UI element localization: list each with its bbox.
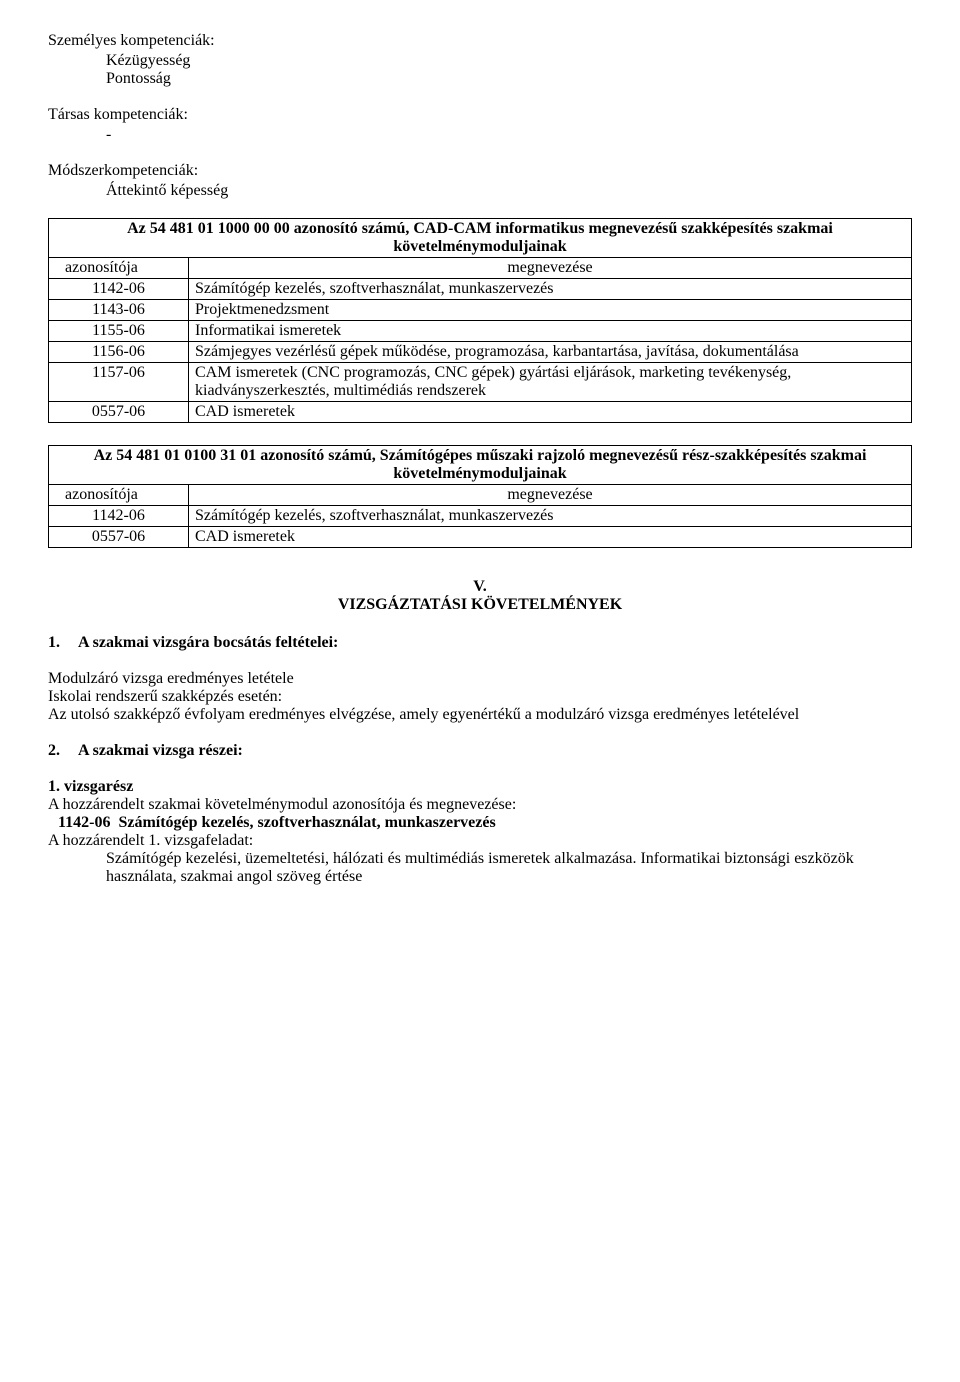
module-desc: Projektmenedzsment [189, 300, 912, 321]
requirement-1-num: 1. [48, 634, 78, 652]
exam-task-desc: Számítógép kezelési, üzemeltetési, hálóz… [48, 850, 912, 886]
table-row: 1156-06 Számjegyes vezérlésű gépek működ… [49, 342, 912, 363]
table-row: 1143-06 Projektmenedzsment [49, 300, 912, 321]
col-header-desc: megnevezése [189, 485, 912, 506]
table-subheader-row: azonosítója megnevezése [49, 485, 912, 506]
table-row: 1155-06 Informatikai ismeretek [49, 321, 912, 342]
req1-line: Modulzáró vizsga eredményes letétele [48, 670, 912, 688]
module-id: 0557-06 [49, 527, 189, 548]
requirement-1-heading: 1. A szakmai vizsgára bocsátás feltétele… [48, 634, 912, 652]
exam-part-intro: A hozzárendelt szakmai követelménymodul … [48, 796, 912, 814]
module-desc: Számítógép kezelés, szoftverhasználat, m… [189, 279, 912, 300]
req1-line: Iskolai rendszerű szakképzés esetén: [48, 688, 912, 706]
modules-table-1: Az 54 481 01 1000 00 00 azonosító számú,… [48, 218, 912, 423]
social-dash: - [48, 126, 912, 144]
module-desc: Informatikai ismeretek [189, 321, 912, 342]
col-header-id: azonosítója [49, 258, 189, 279]
module-id: 1155-06 [49, 321, 189, 342]
table-row: 0557-06 CAD ismeretek [49, 402, 912, 423]
requirement-1-body: Modulzáró vizsga eredményes letétele Isk… [48, 670, 912, 724]
method-competencies: Módszerkompetenciák: Áttekintő képesség [48, 162, 912, 200]
exam-module-line: 1142-06 Számítógép kezelés, szoftverhasz… [48, 814, 912, 832]
table-row: 0557-06 CAD ismeretek [49, 527, 912, 548]
personal-competencies-label: Személyes kompetenciák: [48, 32, 912, 50]
module-id: 0557-06 [49, 402, 189, 423]
module-id: 1142-06 [49, 506, 189, 527]
req1-line: Az utolsó szakképző évfolyam eredményes … [48, 706, 912, 724]
section-v-heading: V. VIZSGÁZTATÁSI KÖVETELMÉNYEK [48, 578, 912, 614]
method-item: Áttekintő képesség [48, 182, 912, 200]
module-desc: CAM ismeretek (CNC programozás, CNC gépe… [189, 363, 912, 402]
table-row: 1142-06 Számítógép kezelés, szoftverhasz… [49, 506, 912, 527]
exam-module-id: 1142-06 [58, 814, 110, 831]
requirement-1-title: A szakmai vizsgára bocsátás feltételei: [78, 634, 338, 652]
exam-part-1: 1. vizsgarész A hozzárendelt szakmai köv… [48, 778, 912, 886]
module-id: 1156-06 [49, 342, 189, 363]
social-competencies-label: Társas kompetenciák: [48, 106, 912, 124]
table-row: 1142-06 Számítógép kezelés, szoftverhasz… [49, 279, 912, 300]
col-header-id: azonosítója [49, 485, 189, 506]
requirement-2-heading: 2. A szakmai vizsga részei: [48, 742, 912, 760]
exam-part-label: 1. vizsgarész [48, 778, 912, 796]
section-v-title: VIZSGÁZTATÁSI KÖVETELMÉNYEK [48, 596, 912, 614]
col-header-desc: megnevezése [189, 258, 912, 279]
exam-task-intro: A hozzárendelt 1. vizsgafeladat: [48, 832, 912, 850]
table-row: 1157-06 CAM ismeretek (CNC programozás, … [49, 363, 912, 402]
module-desc: CAD ismeretek [189, 527, 912, 548]
requirement-2-title: A szakmai vizsga részei: [78, 742, 243, 760]
module-id: 1142-06 [49, 279, 189, 300]
table-header-row: Az 54 481 01 0100 31 01 azonosító számú,… [49, 446, 912, 485]
module-id: 1143-06 [49, 300, 189, 321]
table-subheader-row: azonosítója megnevezése [49, 258, 912, 279]
module-id: 1157-06 [49, 363, 189, 402]
table-header-row: Az 54 481 01 1000 00 00 azonosító számú,… [49, 219, 912, 258]
section-v-number: V. [48, 578, 912, 596]
module-desc: Számítógép kezelés, szoftverhasználat, m… [189, 506, 912, 527]
personal-item: Kézügyesség [48, 52, 912, 70]
table-header: Az 54 481 01 1000 00 00 azonosító számú,… [49, 219, 912, 258]
method-competencies-label: Módszerkompetenciák: [48, 162, 912, 180]
personal-competencies: Személyes kompetenciák: Kézügyesség Pont… [48, 32, 912, 88]
requirement-2-num: 2. [48, 742, 78, 760]
personal-item: Pontosság [48, 70, 912, 88]
module-desc: Számjegyes vezérlésű gépek működése, pro… [189, 342, 912, 363]
social-competencies: Társas kompetenciák: - [48, 106, 912, 144]
exam-module-name: Számítógép kezelés, szoftverhasználat, m… [118, 814, 495, 831]
modules-table-2: Az 54 481 01 0100 31 01 azonosító számú,… [48, 445, 912, 548]
module-desc: CAD ismeretek [189, 402, 912, 423]
table-header: Az 54 481 01 0100 31 01 azonosító számú,… [49, 446, 912, 485]
